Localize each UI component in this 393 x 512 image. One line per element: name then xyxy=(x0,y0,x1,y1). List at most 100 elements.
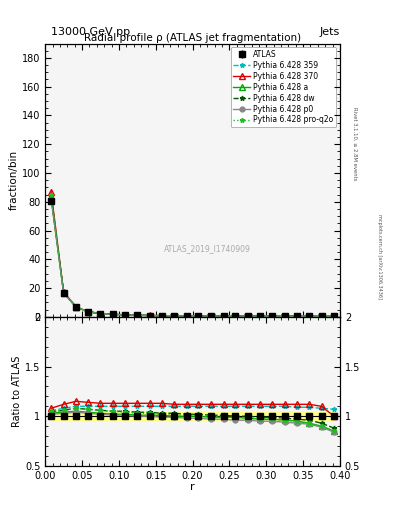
Line: Pythia 6.428 dw: Pythia 6.428 dw xyxy=(49,194,336,319)
Pythia 6.428 a xyxy=(74,304,79,310)
Pythia 6.428 p0 xyxy=(147,312,152,318)
Pythia 6.428 370 xyxy=(270,313,275,319)
Pythia 6.428 359 xyxy=(209,313,213,319)
Line: Pythia 6.428 359: Pythia 6.428 359 xyxy=(49,192,336,319)
Pythia 6.428 a xyxy=(135,312,140,318)
Pythia 6.428 a xyxy=(86,309,90,315)
Line: Pythia 6.428 pro-q2o: Pythia 6.428 pro-q2o xyxy=(49,193,336,319)
Pythia 6.428 dw xyxy=(172,313,176,319)
Pythia 6.428 359 xyxy=(172,313,176,319)
Line: Pythia 6.428 370: Pythia 6.428 370 xyxy=(48,189,337,319)
Pythia 6.428 pro-q2o xyxy=(282,313,287,319)
Pythia 6.428 pro-q2o xyxy=(159,313,164,319)
Pythia 6.428 a xyxy=(258,313,263,319)
Pythia 6.428 pro-q2o xyxy=(172,313,176,319)
Pythia 6.428 359 xyxy=(258,313,263,319)
Pythia 6.428 p0 xyxy=(172,313,176,319)
Pythia 6.428 359 xyxy=(49,191,53,198)
Pythia 6.428 pro-q2o xyxy=(196,313,201,319)
Pythia 6.428 dw xyxy=(307,313,311,319)
Pythia 6.428 p0 xyxy=(98,311,103,317)
Pythia 6.428 a xyxy=(111,311,116,317)
Pythia 6.428 a xyxy=(209,313,213,319)
Pythia 6.428 p0 xyxy=(295,313,299,319)
Text: 13000 GeV pp: 13000 GeV pp xyxy=(51,27,130,37)
Pythia 6.428 a xyxy=(147,312,152,318)
Pythia 6.428 a xyxy=(98,311,103,317)
Pythia 6.428 a xyxy=(123,312,127,318)
Pythia 6.428 370 xyxy=(123,312,127,318)
Pythia 6.428 359 xyxy=(86,309,90,315)
Pythia 6.428 pro-q2o xyxy=(295,313,299,319)
Pythia 6.428 dw xyxy=(246,313,250,319)
Pythia 6.428 pro-q2o xyxy=(307,313,311,319)
Pythia 6.428 359 xyxy=(111,311,116,317)
Pythia 6.428 dw xyxy=(49,193,53,199)
Pythia 6.428 dw xyxy=(258,313,263,319)
Pythia 6.428 a xyxy=(196,313,201,319)
Pythia 6.428 a xyxy=(221,313,226,319)
Pythia 6.428 dw xyxy=(221,313,226,319)
Pythia 6.428 pro-q2o xyxy=(111,311,116,317)
Pythia 6.428 a xyxy=(61,290,66,296)
Pythia 6.428 a xyxy=(246,313,250,319)
Pythia 6.428 dw xyxy=(159,313,164,319)
Pythia 6.428 p0 xyxy=(74,304,79,310)
Pythia 6.428 dw xyxy=(111,311,116,317)
Pythia 6.428 a xyxy=(233,313,238,319)
Pythia 6.428 p0 xyxy=(159,313,164,319)
Pythia 6.428 a xyxy=(319,313,324,319)
Pythia 6.428 pro-q2o xyxy=(74,304,79,310)
Pythia 6.428 p0 xyxy=(61,290,66,296)
Line: Pythia 6.428 p0: Pythia 6.428 p0 xyxy=(49,197,336,319)
Pythia 6.428 dw xyxy=(282,313,287,319)
Pythia 6.428 370 xyxy=(61,289,66,295)
Pythia 6.428 370 xyxy=(196,313,201,319)
Pythia 6.428 370 xyxy=(332,313,336,319)
Pythia 6.428 dw xyxy=(196,313,201,319)
X-axis label: r: r xyxy=(190,482,195,492)
Pythia 6.428 p0 xyxy=(209,313,213,319)
Legend: ATLAS, Pythia 6.428 359, Pythia 6.428 370, Pythia 6.428 a, Pythia 6.428 dw, Pyth: ATLAS, Pythia 6.428 359, Pythia 6.428 37… xyxy=(231,47,336,127)
Text: Jets: Jets xyxy=(320,27,340,37)
Pythia 6.428 p0 xyxy=(246,313,250,319)
Pythia 6.428 pro-q2o xyxy=(135,312,140,318)
Pythia 6.428 a xyxy=(184,313,189,319)
Pythia 6.428 370 xyxy=(135,312,140,318)
Pythia 6.428 dw xyxy=(295,313,299,319)
Pythia 6.428 359 xyxy=(98,311,103,317)
Pythia 6.428 pro-q2o xyxy=(332,313,336,319)
Pythia 6.428 p0 xyxy=(233,313,238,319)
Pythia 6.428 pro-q2o xyxy=(221,313,226,319)
Pythia 6.428 dw xyxy=(86,309,90,315)
Pythia 6.428 pro-q2o xyxy=(49,192,53,198)
Pythia 6.428 pro-q2o xyxy=(319,313,324,319)
Pythia 6.428 359 xyxy=(332,313,336,319)
Pythia 6.428 a xyxy=(270,313,275,319)
Pythia 6.428 pro-q2o xyxy=(86,309,90,315)
Pythia 6.428 359 xyxy=(196,313,201,319)
Pythia 6.428 pro-q2o xyxy=(61,290,66,296)
Pythia 6.428 370 xyxy=(282,313,287,319)
Pythia 6.428 p0 xyxy=(282,313,287,319)
Pythia 6.428 dw xyxy=(74,304,79,310)
Text: mcplots.cern.ch [arXiv:1306.3436]: mcplots.cern.ch [arXiv:1306.3436] xyxy=(377,214,382,298)
Pythia 6.428 dw xyxy=(209,313,213,319)
Pythia 6.428 pro-q2o xyxy=(209,313,213,319)
Pythia 6.428 dw xyxy=(123,312,127,318)
Pythia 6.428 359 xyxy=(307,313,311,319)
Pythia 6.428 370 xyxy=(295,313,299,319)
Pythia 6.428 370 xyxy=(86,309,90,315)
Pythia 6.428 pro-q2o xyxy=(246,313,250,319)
Pythia 6.428 370 xyxy=(319,313,324,319)
Title: Radial profile ρ (ATLAS jet fragmentation): Radial profile ρ (ATLAS jet fragmentatio… xyxy=(84,33,301,42)
Pythia 6.428 a xyxy=(295,313,299,319)
Pythia 6.428 a xyxy=(307,313,311,319)
Y-axis label: Ratio to ATLAS: Ratio to ATLAS xyxy=(12,356,22,427)
Pythia 6.428 359 xyxy=(61,289,66,295)
Pythia 6.428 a xyxy=(282,313,287,319)
Pythia 6.428 370 xyxy=(98,310,103,316)
Pythia 6.428 370 xyxy=(172,313,176,319)
Pythia 6.428 p0 xyxy=(123,312,127,318)
Pythia 6.428 370 xyxy=(209,313,213,319)
